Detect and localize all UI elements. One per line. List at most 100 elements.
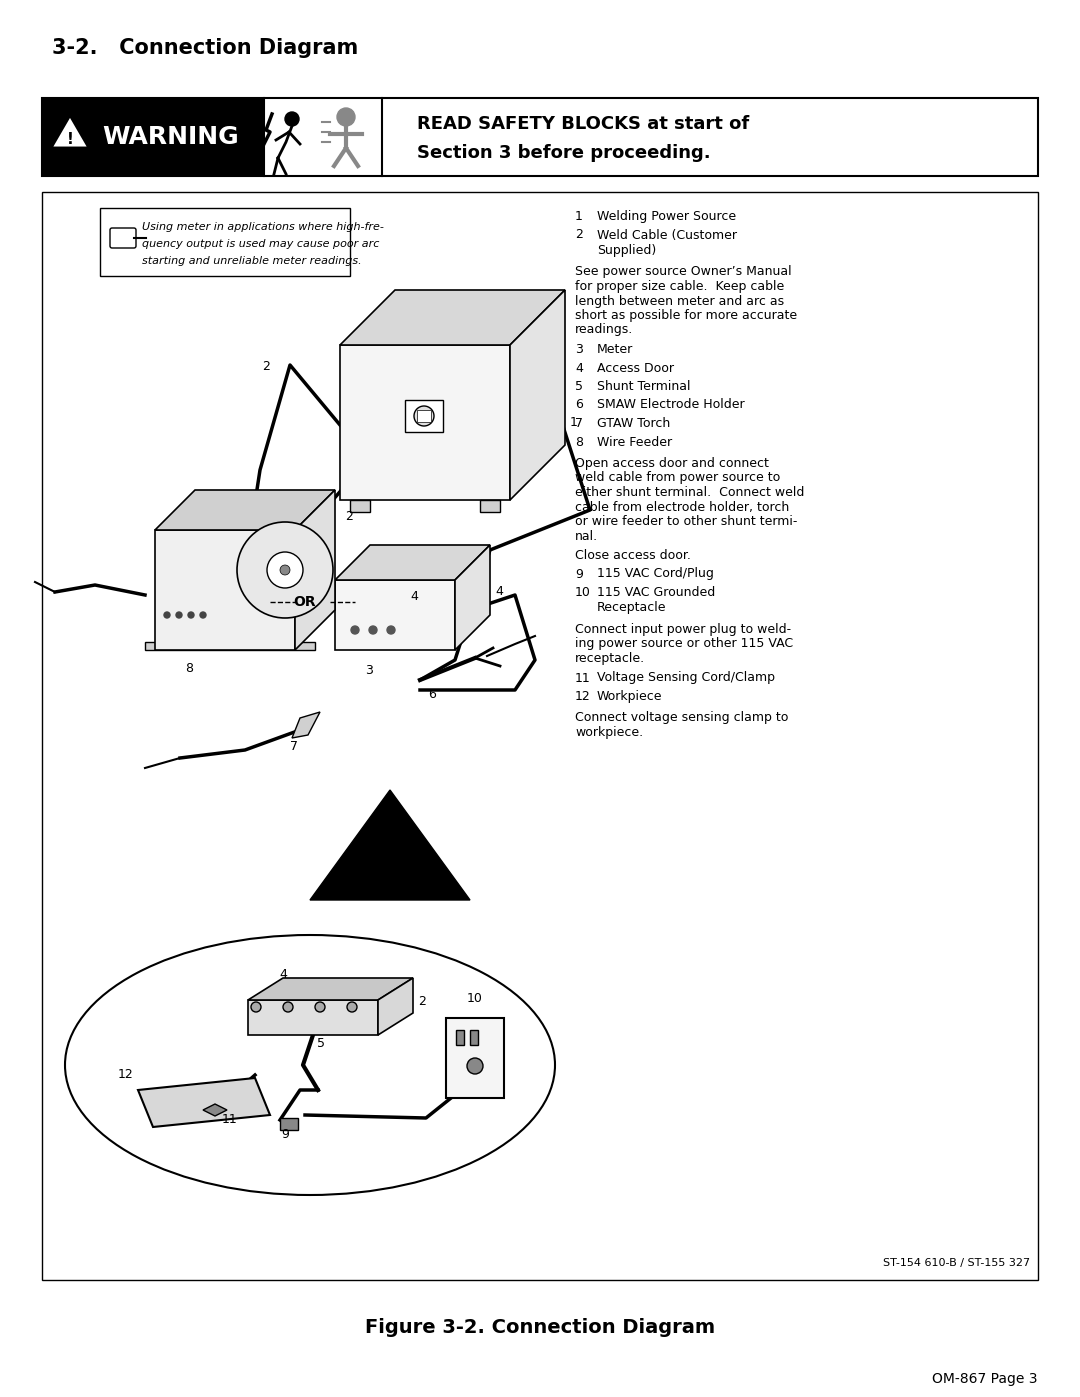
Bar <box>42 191 1038 1280</box>
Text: 11: 11 <box>575 672 591 685</box>
Text: Welding Power Source: Welding Power Source <box>597 210 737 224</box>
Text: 1: 1 <box>570 416 578 429</box>
Text: 3-2.   Connection Diagram: 3-2. Connection Diagram <box>52 38 359 59</box>
Bar <box>417 409 431 422</box>
Circle shape <box>337 108 355 126</box>
Text: ing power source or other 115 VAC: ing power source or other 115 VAC <box>575 637 793 651</box>
Polygon shape <box>156 490 335 529</box>
Text: 5: 5 <box>318 1037 325 1051</box>
Text: 12: 12 <box>575 690 591 703</box>
Text: Figure 3-2. Connection Diagram: Figure 3-2. Connection Diagram <box>365 1317 715 1337</box>
Text: 2: 2 <box>345 510 353 522</box>
Text: !: ! <box>67 133 73 148</box>
Text: 6: 6 <box>575 398 583 412</box>
Text: OR: OR <box>294 595 316 609</box>
Bar <box>42 98 264 176</box>
Text: Voltage Sensing Cord/Clamp: Voltage Sensing Cord/Clamp <box>597 672 775 685</box>
Text: Connect voltage sensing clamp to: Connect voltage sensing clamp to <box>575 711 788 725</box>
Text: 9: 9 <box>575 567 583 581</box>
Text: 2: 2 <box>575 229 583 242</box>
Polygon shape <box>510 291 565 500</box>
Text: 7: 7 <box>575 416 583 430</box>
Text: 4: 4 <box>575 362 583 374</box>
Bar <box>335 580 455 650</box>
Polygon shape <box>335 545 490 580</box>
Text: 115 VAC Grounded: 115 VAC Grounded <box>597 585 715 599</box>
Text: Weld Cable (Customer: Weld Cable (Customer <box>597 229 737 242</box>
Text: 1: 1 <box>575 210 583 224</box>
Bar <box>156 529 295 650</box>
Text: OM-867 Page 3: OM-867 Page 3 <box>932 1372 1038 1386</box>
Bar <box>405 400 443 432</box>
Text: 2: 2 <box>418 995 426 1009</box>
Text: 10: 10 <box>467 992 483 1004</box>
Polygon shape <box>203 1104 227 1116</box>
Bar <box>470 1030 478 1045</box>
Bar <box>340 345 510 500</box>
Circle shape <box>164 612 170 617</box>
Text: 8: 8 <box>185 662 193 675</box>
Circle shape <box>176 612 183 617</box>
Text: cable from electrode holder, torch: cable from electrode holder, torch <box>575 500 789 514</box>
Circle shape <box>237 522 333 617</box>
Bar <box>446 1018 504 1098</box>
Text: Receptacle: Receptacle <box>597 602 666 615</box>
Text: quency output is used may cause poor arc: quency output is used may cause poor arc <box>141 239 379 249</box>
Text: Meter: Meter <box>597 344 633 356</box>
Circle shape <box>414 407 434 426</box>
Text: Connect input power plug to weld-: Connect input power plug to weld- <box>575 623 792 636</box>
Text: weld cable from power source to: weld cable from power source to <box>575 472 780 485</box>
Polygon shape <box>248 978 413 1000</box>
Circle shape <box>188 612 194 617</box>
Polygon shape <box>55 120 85 145</box>
Bar <box>480 500 500 511</box>
Text: Supplied): Supplied) <box>597 244 657 257</box>
Text: ST-154 610-B / ST-155 327: ST-154 610-B / ST-155 327 <box>882 1259 1030 1268</box>
Text: 4: 4 <box>495 585 503 598</box>
Text: See power source Owner’s Manual: See power source Owner’s Manual <box>575 265 792 278</box>
Text: SMAW Electrode Holder: SMAW Electrode Holder <box>597 398 744 412</box>
Text: nal.: nal. <box>575 529 598 542</box>
Bar <box>42 98 1038 176</box>
Text: 3: 3 <box>365 664 373 678</box>
Text: receptacle.: receptacle. <box>575 652 645 665</box>
Text: Open access door and connect: Open access door and connect <box>575 457 769 469</box>
Text: Section 3 before proceeding.: Section 3 before proceeding. <box>417 144 711 162</box>
Text: 7: 7 <box>291 740 298 753</box>
Text: READ SAFETY BLOCKS at start of: READ SAFETY BLOCKS at start of <box>417 115 750 133</box>
Polygon shape <box>455 545 490 650</box>
Circle shape <box>251 1002 261 1011</box>
Circle shape <box>283 1002 293 1011</box>
Text: 10: 10 <box>575 585 591 599</box>
Text: for proper size cable.  Keep cable: for proper size cable. Keep cable <box>575 279 784 293</box>
Text: length between meter and arc as: length between meter and arc as <box>575 295 784 307</box>
Circle shape <box>315 1002 325 1011</box>
Text: 5: 5 <box>575 380 583 393</box>
Circle shape <box>200 612 206 617</box>
Text: Shunt Terminal: Shunt Terminal <box>597 380 690 393</box>
Circle shape <box>369 626 377 634</box>
Circle shape <box>267 552 303 588</box>
Ellipse shape <box>65 935 555 1194</box>
Text: Using meter in applications where high-fre-: Using meter in applications where high-f… <box>141 222 383 232</box>
Circle shape <box>351 626 359 634</box>
Bar <box>248 1000 378 1035</box>
Text: 12: 12 <box>118 1067 133 1081</box>
Text: short as possible for more accurate: short as possible for more accurate <box>575 309 797 321</box>
Polygon shape <box>295 490 335 650</box>
Text: GTAW Torch: GTAW Torch <box>597 416 671 430</box>
Text: or wire feeder to other shunt termi-: or wire feeder to other shunt termi- <box>575 515 797 528</box>
Circle shape <box>347 1002 357 1011</box>
Bar <box>145 643 315 650</box>
Text: 11: 11 <box>222 1113 238 1126</box>
Text: workpiece.: workpiece. <box>575 726 643 739</box>
Text: 8: 8 <box>575 436 583 448</box>
Text: 9: 9 <box>281 1127 289 1141</box>
Text: Workpiece: Workpiece <box>597 690 662 703</box>
Polygon shape <box>378 978 413 1035</box>
Text: readings.: readings. <box>575 324 633 337</box>
Text: WARNING: WARNING <box>103 124 240 149</box>
Polygon shape <box>340 291 565 345</box>
Circle shape <box>280 564 291 576</box>
Circle shape <box>387 626 395 634</box>
